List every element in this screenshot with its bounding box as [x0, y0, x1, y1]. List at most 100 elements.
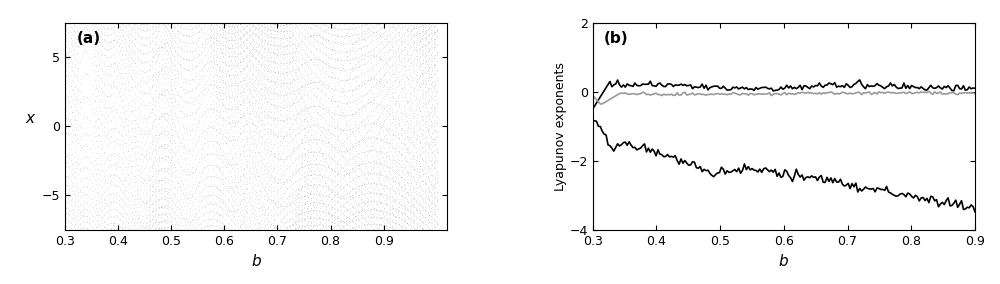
Point: [385, 262, 401, 267]
Point: [327, 262, 343, 267]
Point: [250, 262, 266, 267]
Point: [372, 262, 388, 267]
Point: [235, 7, 251, 11]
Point: [123, 262, 139, 267]
Point: [415, 222, 431, 227]
Point: [265, 35, 281, 39]
Point: [285, 262, 301, 267]
Point: [305, 262, 321, 267]
Point: [324, 262, 340, 267]
Point: [94, 262, 110, 267]
Point: [58, 262, 74, 267]
Point: [351, 12, 367, 17]
Point: [190, 184, 206, 189]
Point: [375, 262, 391, 267]
Point: [375, 262, 391, 267]
Point: [153, 212, 169, 217]
Point: [151, 243, 167, 247]
Point: [236, 112, 252, 117]
Point: [84, 262, 100, 267]
Point: [324, 110, 340, 114]
Point: [208, 262, 224, 267]
Point: [181, 78, 197, 82]
Point: [391, 262, 407, 267]
Point: [61, 262, 77, 267]
Point: [285, 262, 301, 267]
Point: [203, 262, 219, 267]
Point: [230, 262, 246, 267]
Point: [241, 20, 257, 24]
Point: [121, 248, 137, 253]
Point: [211, 262, 227, 267]
Point: [236, 262, 252, 267]
Point: [300, 262, 316, 267]
Point: [70, 262, 86, 267]
Point: [281, 262, 297, 267]
Point: [309, 262, 325, 267]
Point: [293, 262, 309, 267]
Point: [214, 262, 230, 267]
Point: [58, 262, 74, 267]
Point: [259, 262, 275, 267]
Point: [248, 262, 264, 267]
Point: [326, 262, 342, 267]
Point: [294, 127, 310, 131]
Point: [211, 262, 227, 267]
Point: [293, 262, 309, 267]
Point: [221, 262, 237, 267]
Point: [405, 262, 421, 267]
Point: [333, 20, 349, 25]
Point: [123, 262, 139, 267]
Point: [372, 181, 388, 186]
Point: [294, 262, 310, 267]
Point: [262, 262, 278, 267]
Point: [303, 253, 319, 258]
Point: [81, 262, 97, 267]
Point: [299, 262, 315, 267]
Point: [341, 262, 357, 267]
Point: [284, 262, 300, 267]
Point: [348, 262, 364, 267]
Point: [363, 262, 379, 267]
Point: [273, 262, 289, 267]
Point: [318, 262, 334, 267]
Point: [223, 245, 239, 250]
Point: [157, 262, 173, 267]
Point: [269, 262, 285, 267]
Point: [312, 213, 328, 218]
Point: [354, 262, 370, 267]
Point: [118, 262, 134, 267]
Point: [156, 262, 172, 267]
Point: [120, 262, 136, 267]
Point: [72, 262, 88, 267]
Point: [372, 262, 388, 267]
Point: [318, 226, 334, 230]
Point: [262, 254, 278, 259]
Point: [390, 259, 406, 264]
Point: [351, 262, 367, 267]
Point: [105, 262, 121, 267]
Point: [182, 169, 198, 173]
Point: [297, 51, 313, 55]
Point: [154, 203, 170, 208]
Point: [371, 262, 387, 267]
Point: [406, 232, 422, 236]
Point: [345, 262, 361, 267]
Point: [296, 262, 312, 267]
Point: [75, 262, 91, 267]
Point: [317, 262, 333, 267]
Point: [332, 36, 348, 40]
Point: [417, 231, 433, 236]
Point: [224, 262, 240, 267]
Point: [390, 0, 406, 2]
Point: [341, 262, 357, 267]
Point: [164, 262, 180, 267]
Point: [120, 221, 136, 225]
Point: [120, 262, 136, 267]
Point: [153, 262, 169, 267]
Point: [212, 238, 228, 242]
Point: [247, 262, 263, 267]
Point: [399, 262, 415, 267]
Point: [345, 262, 361, 267]
Point: [253, 262, 269, 267]
